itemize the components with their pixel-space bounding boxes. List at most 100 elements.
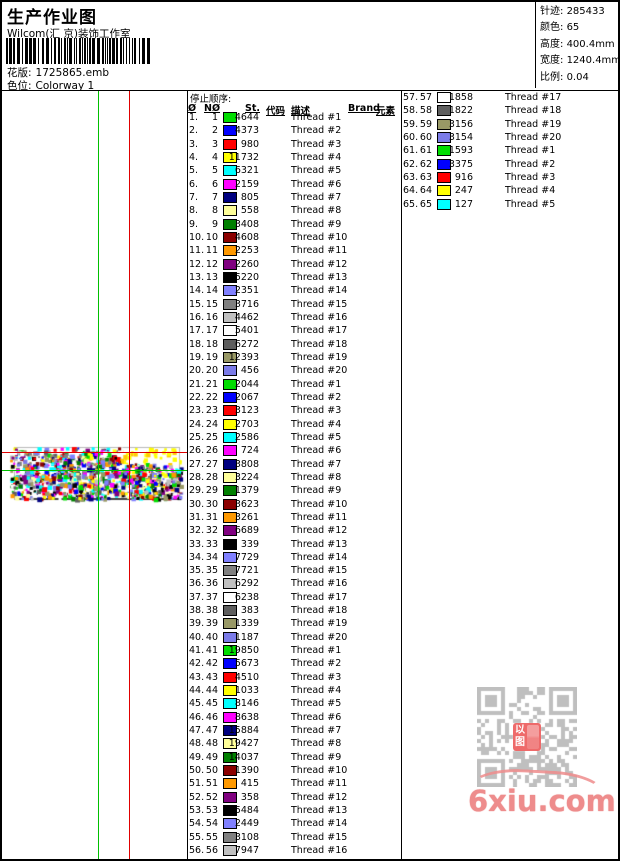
pattern-file: 花版: 1725865.emb [7,65,109,80]
table-row: 9. 9 3408 Thread #9 [187,218,401,231]
thread-description: Thread #12 [291,258,348,270]
color-swatch [223,125,237,137]
table-row: 13. 13 5220 Thread #13 [187,271,401,284]
needle-number: 1 [211,112,218,123]
thread-description: Thread #18 [505,105,562,117]
stitch-count: 358 [240,791,259,803]
stop-number: 59. [403,118,419,130]
needle-number: 28 [205,471,218,483]
stitch-count: 3375 [448,158,473,170]
stat-height: 高度: 400.4mm [540,38,615,50]
table-row: 53. 53 5484 Thread #13 [187,804,401,817]
colorway-value: Colorway 1 [35,80,95,92]
stop-number: 4. [189,151,199,163]
stop-number: 43. [189,671,205,683]
color-swatch [437,118,451,130]
stitch-count: 805 [240,191,259,203]
needle-number: 45 [205,698,218,710]
thread-description: Thread #5 [505,198,556,210]
color-swatch [223,831,237,843]
stop-number: 39. [189,618,205,630]
stitch-count: 1379 [234,485,259,497]
stitch-count: 19850 [228,645,259,657]
stitch-count: 3808 [234,458,259,470]
needle-number: 22 [205,391,218,403]
color-swatch [223,391,237,403]
color-swatch [223,271,237,283]
stitch-count: 247 [454,185,473,197]
table-row: 3. 3 980 Thread #3 [187,138,401,151]
color-swatch [223,658,237,670]
thread-description: Thread #18 [291,605,348,617]
color-swatch [437,185,451,197]
stitch-count: 11732 [228,151,259,163]
table-row: 32. 32 6689 Thread #12 [187,524,401,537]
color-swatch [437,198,451,210]
table-row: 26. 26 724 Thread #6 [187,444,401,457]
col-stop: Ø [188,103,197,114]
table-row: 10. 10 4608 Thread #10 [187,231,401,244]
table-row: 20. 20 456 Thread #20 [187,364,401,377]
thread-description: Thread #1 [505,145,556,157]
stop-number: 19. [189,351,205,363]
color-swatch [223,351,237,363]
thread-description: Thread #10 [291,765,348,777]
needle-number: 42 [205,658,218,670]
thread-description: Thread #12 [291,525,348,537]
stop-number: 64. [403,185,419,197]
stop-number: 49. [189,751,205,763]
needle-number: 26 [205,445,218,457]
stitch-count: 1339 [234,618,259,630]
needle-number: 8 [211,205,218,217]
table-row: 55. 55 3108 Thread #15 [187,831,401,844]
stitch-count: 2253 [234,245,259,257]
stitch-count: 415 [240,778,259,790]
needle-number: 46 [205,711,218,723]
stitch-count: 1390 [234,765,259,777]
thread-description: Thread #4 [291,151,342,163]
needle-number: 10 [205,231,218,243]
thread-description: Thread #19 [505,118,562,130]
table-row: 37. 37 6238 Thread #17 [187,591,401,604]
needle-number: 55 [205,831,218,843]
needle-number: 21 [205,378,218,390]
stitch-count: 1858 [448,92,473,103]
stitch-count: 1593 [448,145,473,157]
stitch-count: 558 [240,205,259,217]
color-swatch [223,471,237,483]
thread-description: Thread #3 [291,405,342,417]
thread-description: Thread #3 [291,671,342,683]
stop-number: 52. [189,791,205,803]
color-swatch [223,191,237,203]
table-row: 5. 5 6321 Thread #5 [187,164,401,177]
color-swatch [223,231,237,243]
table-row: 46. 46 8638 Thread #6 [187,711,401,724]
color-swatch [223,605,237,617]
stop-number: 30. [189,498,205,510]
guide-line-horizontal-red [2,452,187,453]
thread-description: Thread #14 [291,818,348,830]
color-swatch [223,151,237,163]
needle-number: 7 [211,191,218,203]
color-swatch [223,311,237,323]
needle-number: 33 [205,538,218,550]
colorway-label: 色位: [7,80,32,92]
thread-description: Thread #4 [505,185,556,197]
color-swatch [223,511,237,523]
needle-number: 23 [205,405,218,417]
color-swatch [223,378,237,390]
table-row: 36. 36 6292 Thread #16 [187,577,401,590]
table-row: 60. 60 3154 Thread #20 [401,131,618,144]
thread-description: Thread #11 [291,778,348,790]
stitch-count: 1187 [234,631,259,643]
color-swatch [223,431,237,443]
needle-number: 36 [205,578,218,590]
table-row: 6. 6 2159 Thread #6 [187,178,401,191]
color-swatch [223,698,237,710]
colorway: 色位: Colorway 1 [7,78,94,93]
guide-line-horizontal-green [2,470,187,471]
stitch-count: 7729 [234,551,259,563]
color-swatch [223,498,237,510]
stitch-count: 4608 [234,231,259,243]
needle-number: 43 [205,671,218,683]
